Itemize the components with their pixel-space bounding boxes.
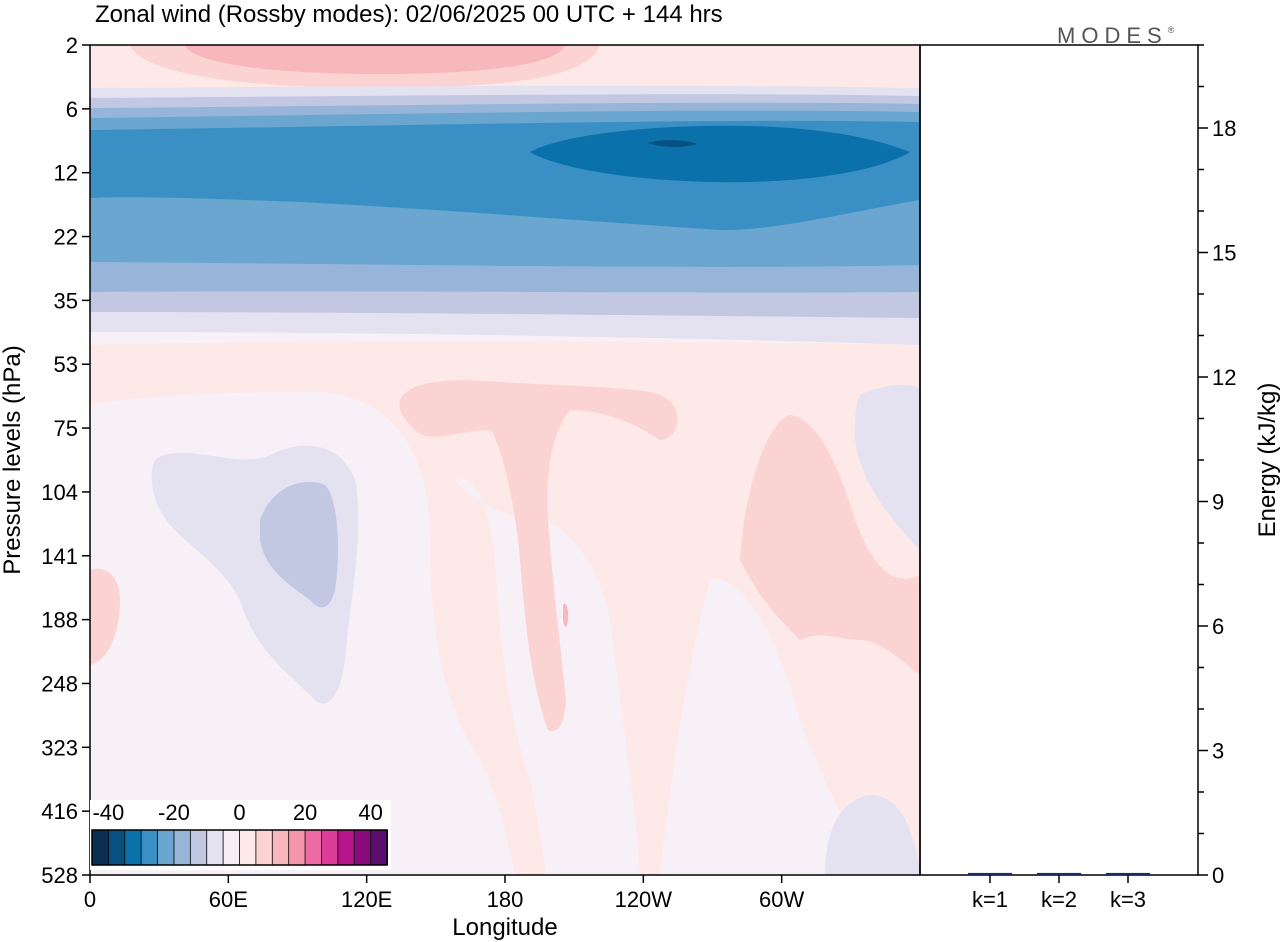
energy-categories: k=1 k=2 k=3 xyxy=(972,875,1146,912)
pressure-axis: 2 6 12 22 35 53 75 104 141 188 248 323 416 528 xyxy=(41,33,90,888)
zonal-wind-heatmap xyxy=(90,45,920,875)
colorbar-labels: -40 -20 0 20 40 xyxy=(92,800,382,825)
colorbar-swatch xyxy=(173,829,192,866)
colorbar-swatch xyxy=(370,829,388,866)
energy-bar xyxy=(1106,872,1150,875)
energy-bar xyxy=(1037,872,1081,875)
contour-band-neutral-right xyxy=(660,579,880,875)
contour-band-neg-10-left xyxy=(260,481,338,608)
longitude-tick-label: 180 xyxy=(487,887,524,912)
energy-tick-label: 0 xyxy=(1212,863,1224,888)
colorbar-tick-label: -20 xyxy=(158,800,190,825)
pressure-tick-label: 104 xyxy=(41,480,78,505)
pressure-tick-label: 53 xyxy=(54,352,78,377)
contour-band-neg-5-bottom xyxy=(825,795,920,875)
colorbar-swatch xyxy=(222,829,241,866)
pressure-tick-label: 6 xyxy=(66,97,78,122)
energy-tick-label: 6 xyxy=(1212,614,1224,639)
chart-title: Zonal wind (Rossby modes): 02/06/2025 00… xyxy=(95,1,723,28)
colorbar-swatch xyxy=(91,829,110,866)
energy-axis-label: Energy (kJ/kg) xyxy=(1254,383,1280,538)
contour-band-pos-5-left xyxy=(90,568,120,665)
energy-bar xyxy=(968,872,1012,875)
pressure-tick-label: 75 xyxy=(54,416,78,441)
contour-band-pos-5-right xyxy=(740,415,920,675)
energy-tick-label: 15 xyxy=(1212,241,1236,266)
contour-band-pos-10-small xyxy=(563,603,569,627)
pressure-tick-label: 35 xyxy=(54,288,78,313)
colorbar xyxy=(90,800,391,870)
colorbar-swatch xyxy=(271,829,290,866)
contour-band-neg-35 xyxy=(648,140,697,147)
colorbar-swatch xyxy=(321,829,339,866)
colorbar-swatch xyxy=(124,829,143,866)
x-axis-label: Longitude xyxy=(452,914,557,941)
pressure-tick-label: 12 xyxy=(54,161,78,186)
colorbar-swatch xyxy=(353,829,372,866)
colorbar-swatch xyxy=(157,829,175,866)
y-axis-label: Pressure levels (hPa) xyxy=(0,345,26,574)
energy-category-label: k=2 xyxy=(1041,887,1077,912)
pressure-tick-label: 2 xyxy=(66,33,78,58)
pressure-tick-label: 141 xyxy=(41,544,78,569)
pressure-tick-label: 188 xyxy=(41,608,78,633)
colorbar-swatch xyxy=(337,829,356,866)
longitude-tick-label: 60E xyxy=(209,887,248,912)
energy-tick-label: 18 xyxy=(1212,116,1236,141)
colorbar-swatch xyxy=(255,829,274,866)
colorbar-tick-label: -40 xyxy=(92,800,124,825)
colorbar-swatch xyxy=(239,829,257,866)
colorbar-frame xyxy=(91,829,388,866)
colorbar-swatch xyxy=(206,829,225,866)
contour-band-neg-5-right xyxy=(855,385,920,550)
colorbar-tick-label: 40 xyxy=(358,800,382,825)
colorbar-tick-label: 0 xyxy=(233,800,245,825)
longitude-tick-label: 0 xyxy=(84,887,96,912)
colorbar-swatch xyxy=(189,829,208,866)
contour-band-pos-5-center xyxy=(399,380,678,731)
longitude-axis: 0 60E 120E 180 120W 60W xyxy=(84,875,805,912)
colorbar-swatch xyxy=(107,829,126,866)
colorbar-swatch xyxy=(288,829,306,866)
pressure-tick-label: 323 xyxy=(41,735,78,760)
longitude-tick-label: 120W xyxy=(615,887,673,912)
colorbar-swatch xyxy=(304,829,323,866)
energy-category-label: k=3 xyxy=(1110,887,1146,912)
energy-axis: 0 3 6 9 12 15 18 xyxy=(1198,44,1236,888)
energy-bars xyxy=(968,872,1150,875)
pressure-tick-label: 22 xyxy=(54,225,78,250)
contour-band-upper-pink-core2 xyxy=(185,45,565,74)
energy-category-label: k=1 xyxy=(972,887,1008,912)
colorbar-swatch xyxy=(140,829,159,866)
pressure-tick-label: 248 xyxy=(41,671,78,696)
energy-panel-frame xyxy=(919,44,1199,876)
contour-band-neg-30 xyxy=(530,125,910,183)
pressure-tick-label: 416 xyxy=(41,799,78,824)
brand-logo: MODES® xyxy=(1057,23,1180,48)
pressure-tick-label: 528 xyxy=(41,863,78,888)
energy-tick-label: 3 xyxy=(1212,739,1224,764)
energy-tick-label: 12 xyxy=(1212,365,1236,390)
energy-tick-label: 9 xyxy=(1212,490,1224,515)
longitude-tick-label: 120E xyxy=(341,887,392,912)
colorbar-tick-label: 20 xyxy=(293,800,317,825)
longitude-tick-label: 60W xyxy=(759,887,804,912)
